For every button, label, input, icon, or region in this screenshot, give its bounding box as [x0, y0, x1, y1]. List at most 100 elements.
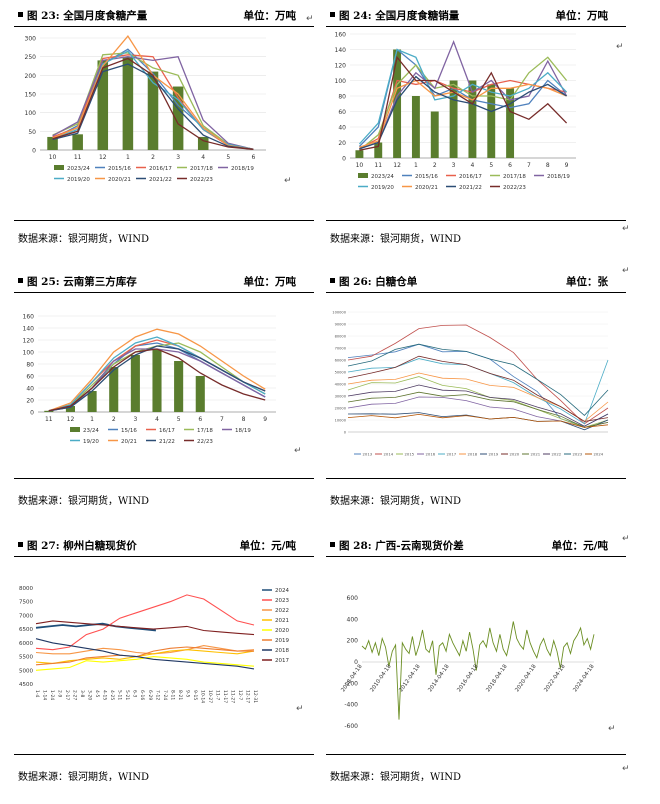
y-tick-label: 150 [25, 92, 37, 99]
series-line-2021 [347, 391, 609, 428]
panel-footer-rule [14, 466, 314, 479]
legend-swatch [54, 165, 64, 170]
legend-label: 2020 [275, 628, 289, 634]
panel-header: 图 26: 白糖仓单 单位：张 [326, 270, 626, 293]
x-tick-label: 8-21 [177, 690, 183, 700]
return-mark-icon: ↵ [306, 14, 314, 24]
y-tick-label: 160 [23, 314, 35, 321]
panel-footer-rule [14, 742, 314, 755]
x-tick-label: 3 [176, 154, 180, 161]
y-tick-label: 160 [335, 32, 347, 39]
panel-header: 图 24: 全国月度食糖销量 单位：万吨 [326, 4, 626, 27]
series-line-21/22 [48, 345, 266, 412]
legend-label: 17/18 [197, 428, 213, 434]
legend-label: 2022 [275, 608, 289, 614]
bar [65, 406, 75, 412]
chart-guangxi-yunnan-spread: -600 -400 -200 0 200 400 600 2008-04-18 2010-04-… [340, 595, 596, 730]
legend-label: 2021/22 [459, 185, 482, 191]
bar [152, 349, 162, 412]
y-tick-label: 7500 [19, 600, 33, 606]
series-line-2019/20 [358, 48, 568, 145]
y-tick-label: 80 [26, 362, 34, 369]
x-tick-label: 12 [393, 162, 401, 169]
x-tick-label: 1-14 [42, 690, 48, 700]
y-tick-label: 7000 [19, 613, 33, 619]
bullet-square-icon [330, 12, 335, 17]
bar [47, 136, 58, 150]
series-line-2018 [35, 638, 255, 670]
x-tick-label: 2018-04-18 [485, 663, 509, 693]
x-tick-label: 3 [133, 416, 137, 423]
y-tick-label: 100000 [332, 311, 346, 315]
y-tick-label: 80000 [335, 335, 347, 339]
x-tick-label: 11-17 [222, 690, 228, 703]
legend-label: 22/23 [197, 439, 213, 445]
x-tick-label: 8 [242, 416, 246, 423]
bar [355, 150, 364, 158]
legend-label: 2015 [405, 452, 415, 457]
x-tick-label: 11 [74, 154, 82, 161]
panel-title: 图 25: 云南第三方库存 [18, 274, 137, 289]
x-tick-label: 1-4 [34, 690, 40, 697]
y-tick-label: 0 [344, 431, 347, 435]
y-tick-label: -400 [344, 702, 358, 709]
series-line-spread [361, 621, 595, 720]
return-mark-icon: ↵ [616, 42, 624, 52]
x-tick-label: 10-14 [199, 690, 205, 703]
y-tick-label: 140 [23, 326, 35, 333]
x-tick-label: 4 [155, 416, 159, 423]
x-tick-label: 4 [471, 162, 475, 169]
y-tick-label: 90000 [335, 323, 347, 327]
panel-title: 图 28: 广西-云南现货价差 [330, 538, 464, 553]
y-tick-label: 120 [23, 338, 35, 345]
panel-guangxi-yunnan-spread: 图 28: 广西-云南现货价差 单位：元/吨 -600 -400 -200 0 200 4… [326, 534, 626, 756]
legend-label: 2018/19 [231, 166, 254, 172]
legend-label: 2016 [426, 452, 436, 457]
x-tick-label: 2 [433, 162, 437, 169]
y-tick-label: 100 [23, 350, 35, 357]
panel-unit: 单位：元/吨 [551, 540, 608, 552]
series-line-2021/22 [52, 63, 254, 150]
panel-sugar-sales: 图 24: 全国月度食糖销量 单位：万吨 0 20 40 60 80 100 120 140 1… [326, 4, 626, 221]
x-tick-label: 5 [489, 162, 493, 169]
panel-unit: 单位：张 [566, 276, 608, 288]
x-tick-label: 2020-04-18 [514, 663, 538, 693]
x-tick-label: 2 [151, 154, 155, 161]
bar [87, 391, 97, 412]
series-line-2020 [347, 355, 609, 422]
x-tick-label: 3-8 [79, 690, 85, 697]
legend-label: 2017 [447, 452, 457, 457]
x-tick-label: 11-7 [214, 690, 220, 700]
y-tick-label: 200 [25, 73, 37, 80]
panel-sugar-production: 图 23: 全国月度食糖产量 单位：万吨 0 50 100 150 200 250 300 1… [14, 4, 314, 221]
y-tick-label: 0 [354, 659, 358, 666]
legend-label: 2021/22 [149, 177, 172, 183]
legend-label: 19/20 [83, 439, 99, 445]
bar [411, 96, 420, 158]
legend-label: 2016/17 [459, 174, 482, 180]
legend-label: 2023 [275, 598, 289, 604]
y-tick-label: 50 [28, 129, 36, 136]
x-tick-label: 10-27 [207, 690, 213, 703]
x-tick-label: 11 [374, 162, 382, 169]
bar [430, 111, 439, 158]
x-tick-label: 2 [112, 416, 116, 423]
bar [374, 142, 383, 158]
legend-label: 2022 [552, 452, 562, 457]
return-mark-icon: ↵ [622, 266, 630, 276]
y-tick-label: 300 [25, 36, 37, 43]
series-line-2018/19 [52, 55, 254, 150]
legend-label: 2018 [468, 452, 478, 457]
return-mark-icon: ↵ [294, 446, 302, 456]
y-tick-label: 100 [25, 110, 37, 117]
series-line-2019 [35, 646, 254, 666]
panel-header: 图 27: 柳州白糖现货价 单位：元/吨 [14, 534, 314, 557]
legend-label: 21/22 [159, 439, 175, 445]
x-tick-label: 4 [201, 154, 205, 161]
legend-label: 2020/21 [415, 185, 438, 191]
bar [130, 355, 140, 412]
series-line-2017 [35, 620, 255, 636]
legend-label: 2023/24 [67, 166, 90, 172]
